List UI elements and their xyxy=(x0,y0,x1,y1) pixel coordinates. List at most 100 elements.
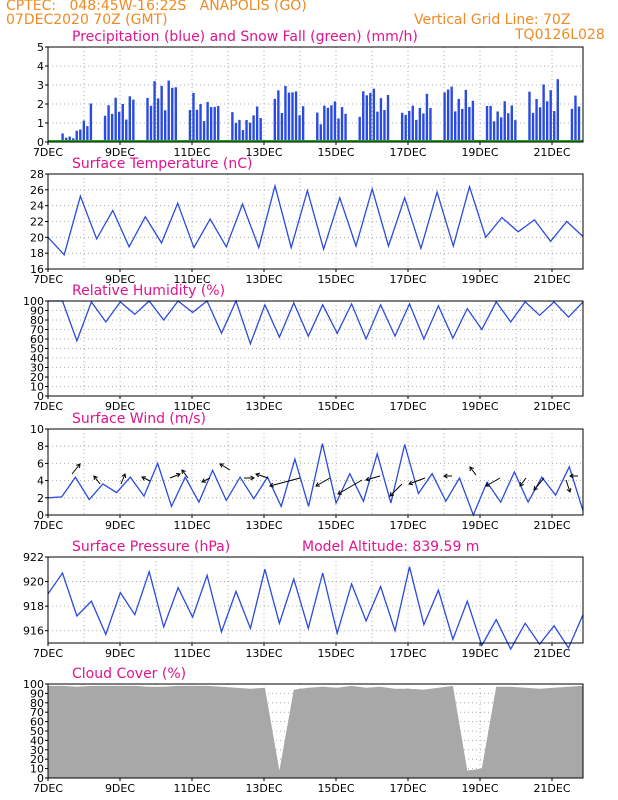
precip-bar xyxy=(400,112,404,142)
y-tick-label: 10 xyxy=(30,381,44,394)
panel-title: Surface Pressure (hPa) xyxy=(72,539,230,555)
y-tick-label: 2 xyxy=(37,492,44,505)
wind-arrow xyxy=(365,475,381,481)
precip-bar xyxy=(231,112,234,142)
y-tick-label: 26 xyxy=(30,184,44,197)
x-tick-label: 17DEC xyxy=(389,400,426,413)
precip-bar xyxy=(454,111,457,142)
precip-bar xyxy=(202,121,206,142)
precip-bar xyxy=(461,108,464,142)
precip-bar xyxy=(110,113,114,142)
wind-arrow xyxy=(408,477,426,485)
precip-bar xyxy=(485,105,489,142)
precip-bar xyxy=(156,98,160,142)
x-tick-label: 9DEC xyxy=(105,782,135,795)
panel-title: Surface Wind (m/s) xyxy=(72,411,206,427)
y-tick-label: 4 xyxy=(37,475,44,488)
y-tick-label: 1 xyxy=(37,117,44,130)
precip-bar xyxy=(199,104,202,142)
precip-bar xyxy=(514,120,517,142)
y-tick-label: 70 xyxy=(30,706,44,719)
y-tick-label: 0 xyxy=(37,390,44,403)
panel-frame xyxy=(47,428,584,516)
precip-bar xyxy=(333,101,337,142)
precip-bar xyxy=(323,105,326,142)
y-tick-label: 50 xyxy=(30,725,44,738)
wind-arrow xyxy=(519,477,527,487)
precip-bar xyxy=(245,120,248,142)
y-tick-label: 10 xyxy=(30,763,44,776)
precip-bar xyxy=(528,91,531,142)
panel-frame xyxy=(47,556,584,644)
wind-arrow xyxy=(337,479,363,495)
precip-bar xyxy=(376,111,379,142)
wind-arrow xyxy=(141,476,151,482)
series-line xyxy=(47,183,584,257)
precip-bar xyxy=(195,109,199,142)
precip-bar xyxy=(510,105,513,142)
wind-arrow-head xyxy=(566,487,572,493)
x-tick-label: 21DEC xyxy=(533,782,570,795)
wind-arrow-head xyxy=(255,472,261,478)
y-tick-label: 90 xyxy=(30,305,44,318)
precip-bar xyxy=(415,119,418,142)
precip-bar xyxy=(499,117,503,142)
precip-bar xyxy=(337,118,340,142)
precip-bar xyxy=(418,107,422,142)
y-tick-label: 16 xyxy=(30,263,44,276)
precip-bar xyxy=(213,106,216,142)
precip-bar xyxy=(89,103,93,142)
wind-arrow-head xyxy=(519,481,524,487)
header-location: CPTEC: 048:45W-16:22S ANAPOLIS (GO) xyxy=(6,0,307,14)
wind-arrow-head xyxy=(201,478,207,483)
precip-bar xyxy=(531,112,535,142)
precip-bar xyxy=(107,105,110,142)
y-tick-label: 30 xyxy=(30,362,44,375)
panel-frame xyxy=(47,46,584,143)
precip-bar xyxy=(538,107,542,142)
wind-arrow xyxy=(169,473,181,479)
precip-bar xyxy=(68,136,71,142)
precip-bar xyxy=(545,101,549,142)
wind-arrow xyxy=(565,479,571,493)
y-tick-label: 40 xyxy=(30,352,44,365)
wind-arrow xyxy=(485,477,501,487)
precip-bar xyxy=(507,113,510,142)
precip-bar xyxy=(556,79,559,142)
wind-arrow-head xyxy=(408,480,413,486)
x-tick-label: 13DEC xyxy=(245,400,282,413)
precip-bar xyxy=(503,101,506,142)
precip-bar xyxy=(121,103,124,142)
precip-bar xyxy=(344,113,347,142)
precip-bar xyxy=(188,110,192,142)
y-tick-label: 4 xyxy=(37,60,44,73)
precip-bar xyxy=(574,95,577,142)
x-tick-label: 17DEC xyxy=(389,146,426,159)
precip-bar xyxy=(217,105,220,142)
y-tick-label: 80 xyxy=(30,697,44,710)
panel-title: Precipitation (blue) and Snow Fall (gree… xyxy=(72,29,418,45)
precip-bar xyxy=(61,133,64,142)
x-tick-label: 11DEC xyxy=(173,146,210,159)
x-tick-label: 21DEC xyxy=(533,519,570,532)
precip-bar xyxy=(316,112,319,142)
panel-title: Surface Temperature (nC) xyxy=(72,156,253,172)
x-tick-label: 17DEC xyxy=(389,273,426,286)
precip-bar xyxy=(408,110,411,142)
x-tick-label: 7DEC xyxy=(33,647,63,660)
precip-bar xyxy=(273,98,277,142)
y-tick-label: 3 xyxy=(37,79,44,92)
panel-title: Cloud Cover (%) xyxy=(72,666,186,682)
x-tick-label: 11DEC xyxy=(173,647,210,660)
wind-arrow xyxy=(533,477,545,491)
y-tick-label: 922 xyxy=(23,551,44,564)
x-tick-label: 13DEC xyxy=(245,647,282,660)
x-tick-label: 15DEC xyxy=(317,782,354,795)
precip-bar xyxy=(153,81,156,142)
x-tick-label: 7DEC xyxy=(33,519,63,532)
precip-bar xyxy=(301,106,305,142)
precip-bar xyxy=(369,92,372,142)
x-tick-label: 15DEC xyxy=(317,519,354,532)
x-tick-label: 19DEC xyxy=(461,400,498,413)
